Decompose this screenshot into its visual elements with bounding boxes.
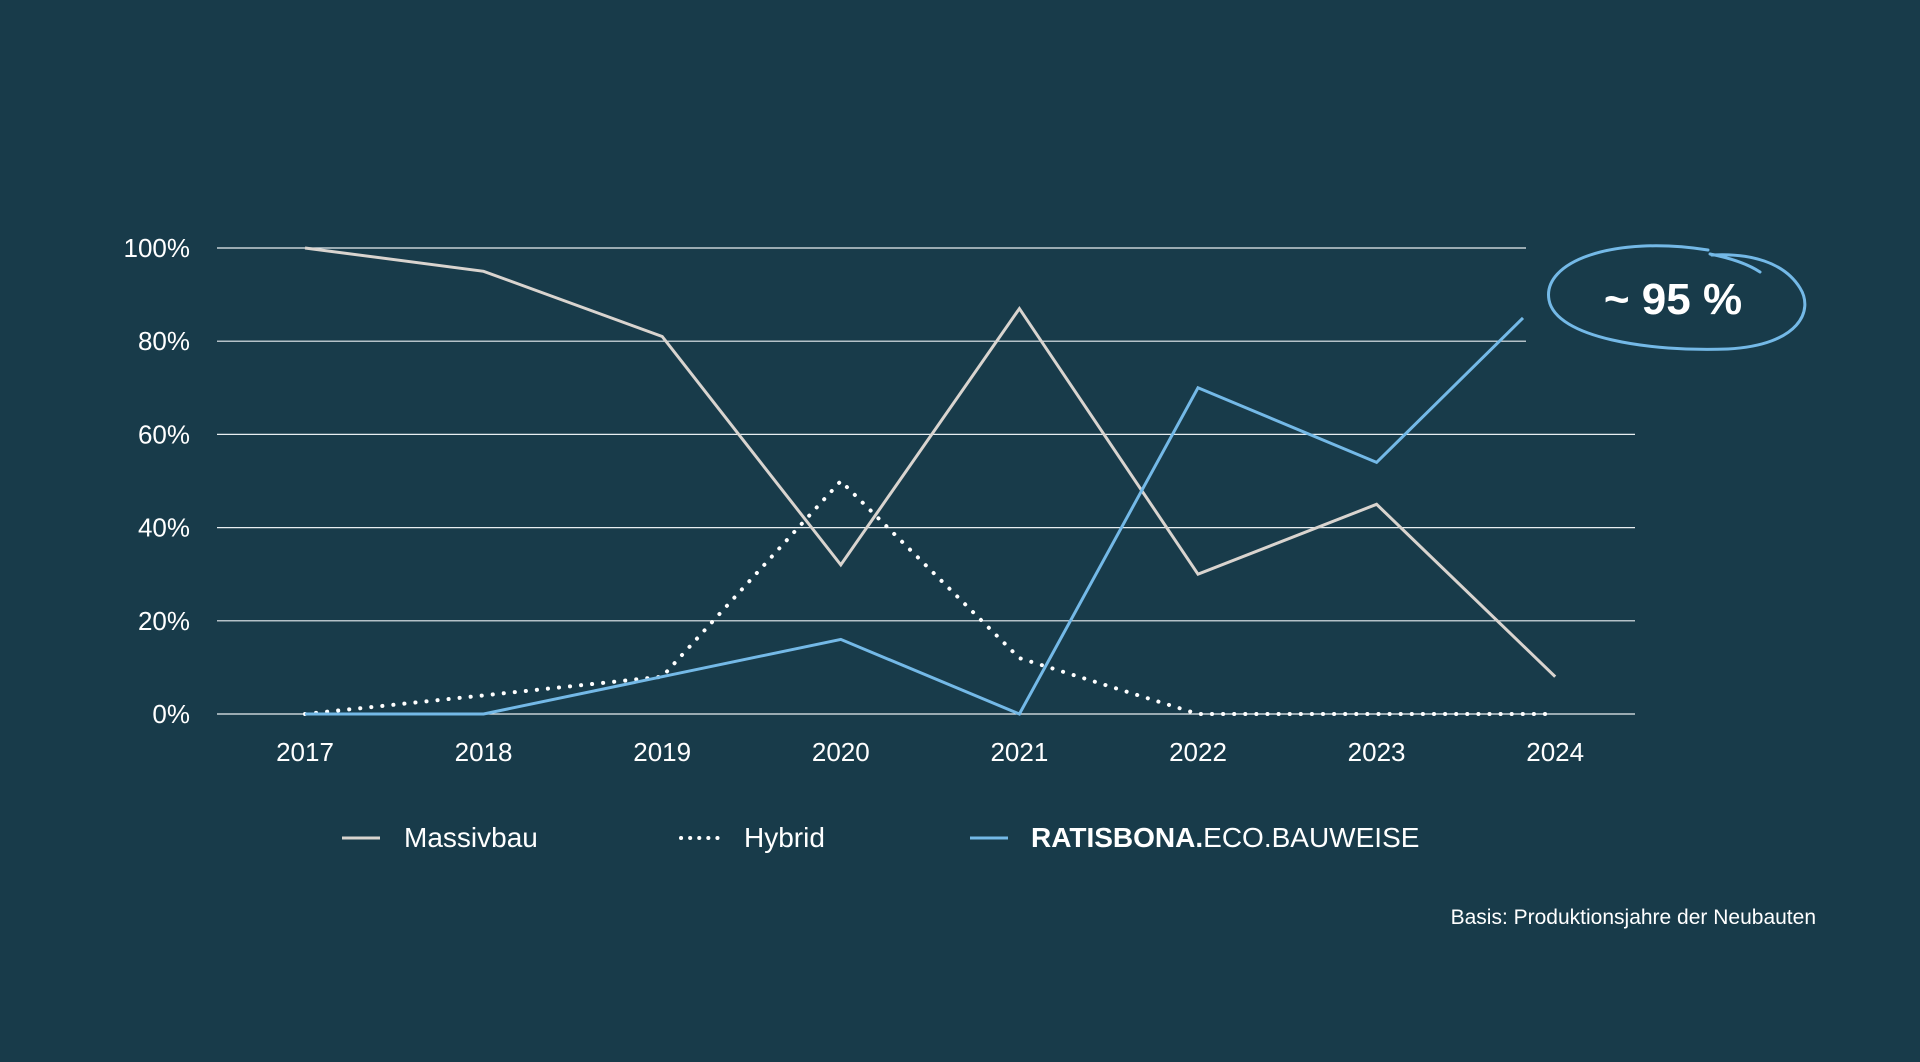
y-tick-label: 80% xyxy=(138,326,190,356)
series-line-ratisbona xyxy=(305,316,1525,716)
x-tick-label: 2022 xyxy=(1169,737,1227,767)
y-tick-label: 0% xyxy=(152,699,190,729)
series-line-massivbau xyxy=(304,246,1557,678)
legend-label-ratisbona: RATISBONA.ECO.BAUWEISE xyxy=(1031,822,1419,853)
y-tick-label: 40% xyxy=(138,513,190,543)
x-tick-label: 2020 xyxy=(812,737,870,767)
legend-item-ratisbona: RATISBONA.ECO.BAUWEISE xyxy=(970,822,1419,853)
legend: Massivbau Hybrid RATISBONA.ECO.BAUWEISE xyxy=(342,822,1419,853)
x-axis-tick-labels: 2017 2018 2019 2020 2021 2022 2023 2024 xyxy=(276,737,1584,767)
x-tick-label: 2018 xyxy=(455,737,513,767)
x-tick-label: 2017 xyxy=(276,737,334,767)
y-tick-label: 100% xyxy=(124,233,191,263)
y-axis-tick-labels: 0% 20% 40% 60% 80% 100% xyxy=(124,233,191,729)
y-tick-label: 20% xyxy=(138,606,190,636)
annotation-circle xyxy=(1547,244,1807,351)
annotation: ~ 95 % xyxy=(1547,244,1807,351)
legend-label-ratisbona-rest: ECO.BAUWEISE xyxy=(1203,822,1419,853)
series-line-hybrid xyxy=(303,478,1558,716)
legend-item-hybrid: Hybrid xyxy=(679,822,825,853)
legend-label-hybrid: Hybrid xyxy=(744,822,825,853)
legend-label-ratisbona-bold: RATISBONA. xyxy=(1031,822,1203,853)
x-tick-label: 2024 xyxy=(1526,737,1584,767)
series-lines xyxy=(303,246,1558,716)
legend-label-massivbau: Massivbau xyxy=(404,822,538,853)
x-tick-label: 2019 xyxy=(633,737,691,767)
footnote: Basis: Produktionsjahre der Neubauten xyxy=(1450,906,1816,929)
x-tick-label: 2023 xyxy=(1348,737,1406,767)
gridlines xyxy=(217,247,1635,715)
legend-item-massivbau: Massivbau xyxy=(342,822,538,853)
y-tick-label: 60% xyxy=(138,419,190,449)
x-tick-label: 2021 xyxy=(990,737,1048,767)
annotation-text: ~ 95 % xyxy=(1604,275,1742,324)
